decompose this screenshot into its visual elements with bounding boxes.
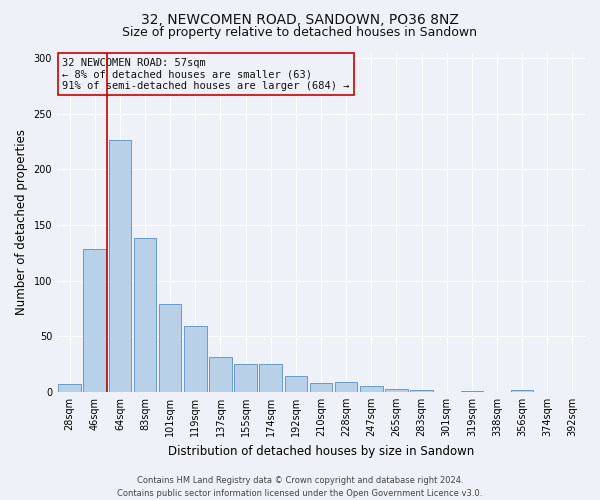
Bar [511,390,533,392]
Bar [385,388,408,392]
Bar [410,390,433,392]
Bar [83,250,106,392]
Bar [134,238,157,392]
Bar [461,391,483,392]
Text: 32, NEWCOMEN ROAD, SANDOWN, PO36 8NZ: 32, NEWCOMEN ROAD, SANDOWN, PO36 8NZ [141,12,459,26]
Text: Contains HM Land Registry data © Crown copyright and database right 2024.
Contai: Contains HM Land Registry data © Crown c… [118,476,482,498]
Bar [310,383,332,392]
Bar [234,364,257,392]
Bar [58,384,81,392]
Bar [109,140,131,392]
Text: 32 NEWCOMEN ROAD: 57sqm
← 8% of detached houses are smaller (63)
91% of semi-det: 32 NEWCOMEN ROAD: 57sqm ← 8% of detached… [62,58,350,91]
Text: Size of property relative to detached houses in Sandown: Size of property relative to detached ho… [122,26,478,39]
Bar [184,326,206,392]
X-axis label: Distribution of detached houses by size in Sandown: Distribution of detached houses by size … [168,444,474,458]
Bar [259,364,282,392]
Bar [335,382,358,392]
Bar [159,304,181,392]
Bar [284,376,307,392]
Bar [360,386,383,392]
Bar [209,358,232,392]
Y-axis label: Number of detached properties: Number of detached properties [15,129,28,315]
